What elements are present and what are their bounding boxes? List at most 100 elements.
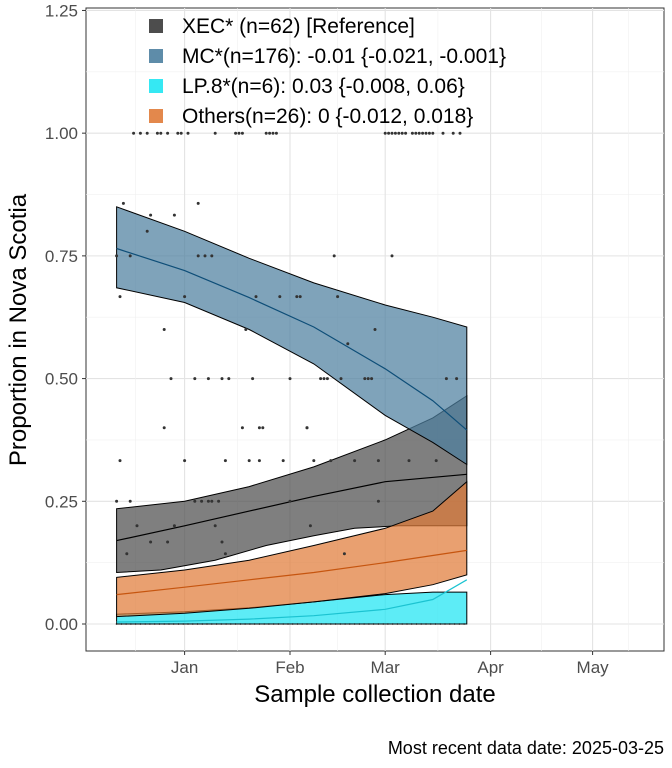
data-point: [196, 201, 200, 205]
data-point-zero: [358, 623, 361, 625]
data-point-zero: [310, 623, 313, 625]
data-point-zero: [130, 623, 132, 625]
data-point: [322, 377, 326, 381]
data-point: [308, 524, 312, 528]
data-point-zero: [191, 623, 194, 625]
data-point-zero: [425, 623, 427, 625]
fit-line-xec: [116, 473, 467, 542]
data-point-zero: [291, 623, 294, 625]
data-point: [176, 131, 180, 135]
data-point-zero: [391, 623, 394, 625]
legend-label: XEC* (n=62) [Reference]: [182, 15, 415, 38]
x-tick-label: Apr: [477, 658, 504, 677]
legend-swatch: [149, 49, 163, 63]
data-point: [193, 499, 197, 503]
data-point-zero: [196, 623, 199, 625]
data-point: [128, 254, 132, 258]
data-point: [407, 459, 411, 463]
y-tick-label: 0.50: [45, 370, 78, 389]
data-point: [179, 131, 183, 135]
data-point: [132, 131, 136, 135]
legend-swatch: [149, 79, 163, 93]
data-point-zero: [215, 623, 218, 625]
data-point-zero: [287, 623, 289, 625]
ribbon-mc: [116, 206, 468, 466]
data-point: [295, 295, 299, 299]
data-point: [125, 552, 129, 556]
data-point-zero: [229, 623, 232, 625]
data-point: [397, 131, 401, 135]
y-tick-label: 1.00: [45, 124, 78, 143]
x-tick-label: May: [577, 658, 610, 677]
data-point: [261, 426, 265, 430]
confidence-ribbons: [116, 206, 468, 625]
data-point: [196, 254, 200, 258]
data-point: [455, 377, 459, 381]
data-point: [339, 377, 343, 381]
legend-label: LP.8*(n=6): 0.03 {-0.008, 0.06}: [182, 75, 465, 98]
data-point-zero: [401, 623, 404, 625]
data-point-zero: [415, 623, 418, 625]
data-point: [305, 426, 309, 430]
data-point-zero: [220, 623, 223, 625]
y-tick-label: 1.25: [45, 1, 78, 20]
data-point-zero: [387, 623, 389, 625]
data-point: [390, 131, 394, 135]
data-point-zero: [234, 623, 237, 625]
x-tick-label: Mar: [371, 658, 401, 677]
data-point: [166, 131, 170, 135]
data-point-zero: [444, 623, 446, 625]
data-point: [172, 524, 176, 528]
data-point: [244, 328, 248, 331]
data-point: [183, 459, 187, 463]
data-point-zero: [134, 623, 137, 625]
data-point-zero: [320, 623, 323, 625]
y-tick-label: 0.00: [45, 615, 78, 634]
data-point-zero: [272, 623, 275, 625]
data-point: [227, 377, 231, 381]
data-point: [410, 131, 414, 135]
data-point-zero: [463, 623, 465, 625]
data-point-zero: [329, 623, 332, 625]
data-point: [370, 377, 374, 381]
legend-label: Others(n=26): 0 {-0.012, 0.018}: [182, 105, 473, 128]
data-point: [319, 377, 323, 381]
data-point: [162, 328, 166, 331]
data-point: [434, 459, 438, 463]
data-point-zero: [177, 623, 180, 625]
data-point-zero: [306, 623, 308, 625]
data-point-zero: [172, 623, 175, 625]
data-point: [288, 499, 292, 503]
data-point-zero: [315, 623, 318, 625]
data-point: [240, 131, 244, 135]
data-point-zero: [348, 623, 351, 625]
data-point: [210, 499, 214, 503]
data-point: [220, 377, 224, 381]
data-point: [193, 377, 197, 381]
data-point-zero: [453, 623, 456, 625]
data-point: [458, 131, 462, 135]
data-point: [145, 131, 149, 135]
data-point: [363, 377, 367, 381]
ribbon-others: [116, 480, 468, 618]
data-point-zero: [439, 623, 442, 625]
data-point: [421, 131, 425, 135]
data-point: [387, 131, 391, 135]
data-point: [342, 552, 346, 556]
data-point: [237, 131, 241, 135]
data-point: [183, 295, 187, 299]
data-point: [404, 131, 408, 135]
x-tick-label: Jan: [171, 658, 198, 677]
data-point-zero: [334, 623, 337, 625]
data-point-zero: [458, 623, 461, 625]
data-point-zero: [363, 623, 365, 625]
data-point: [257, 426, 261, 430]
data-point-zero: [249, 623, 251, 625]
data-point: [431, 131, 435, 135]
data-point-zero: [149, 623, 151, 625]
data-point: [312, 459, 316, 463]
data-point: [115, 254, 119, 258]
data-point-zero: [301, 623, 304, 625]
data-point-zero: [296, 623, 299, 625]
